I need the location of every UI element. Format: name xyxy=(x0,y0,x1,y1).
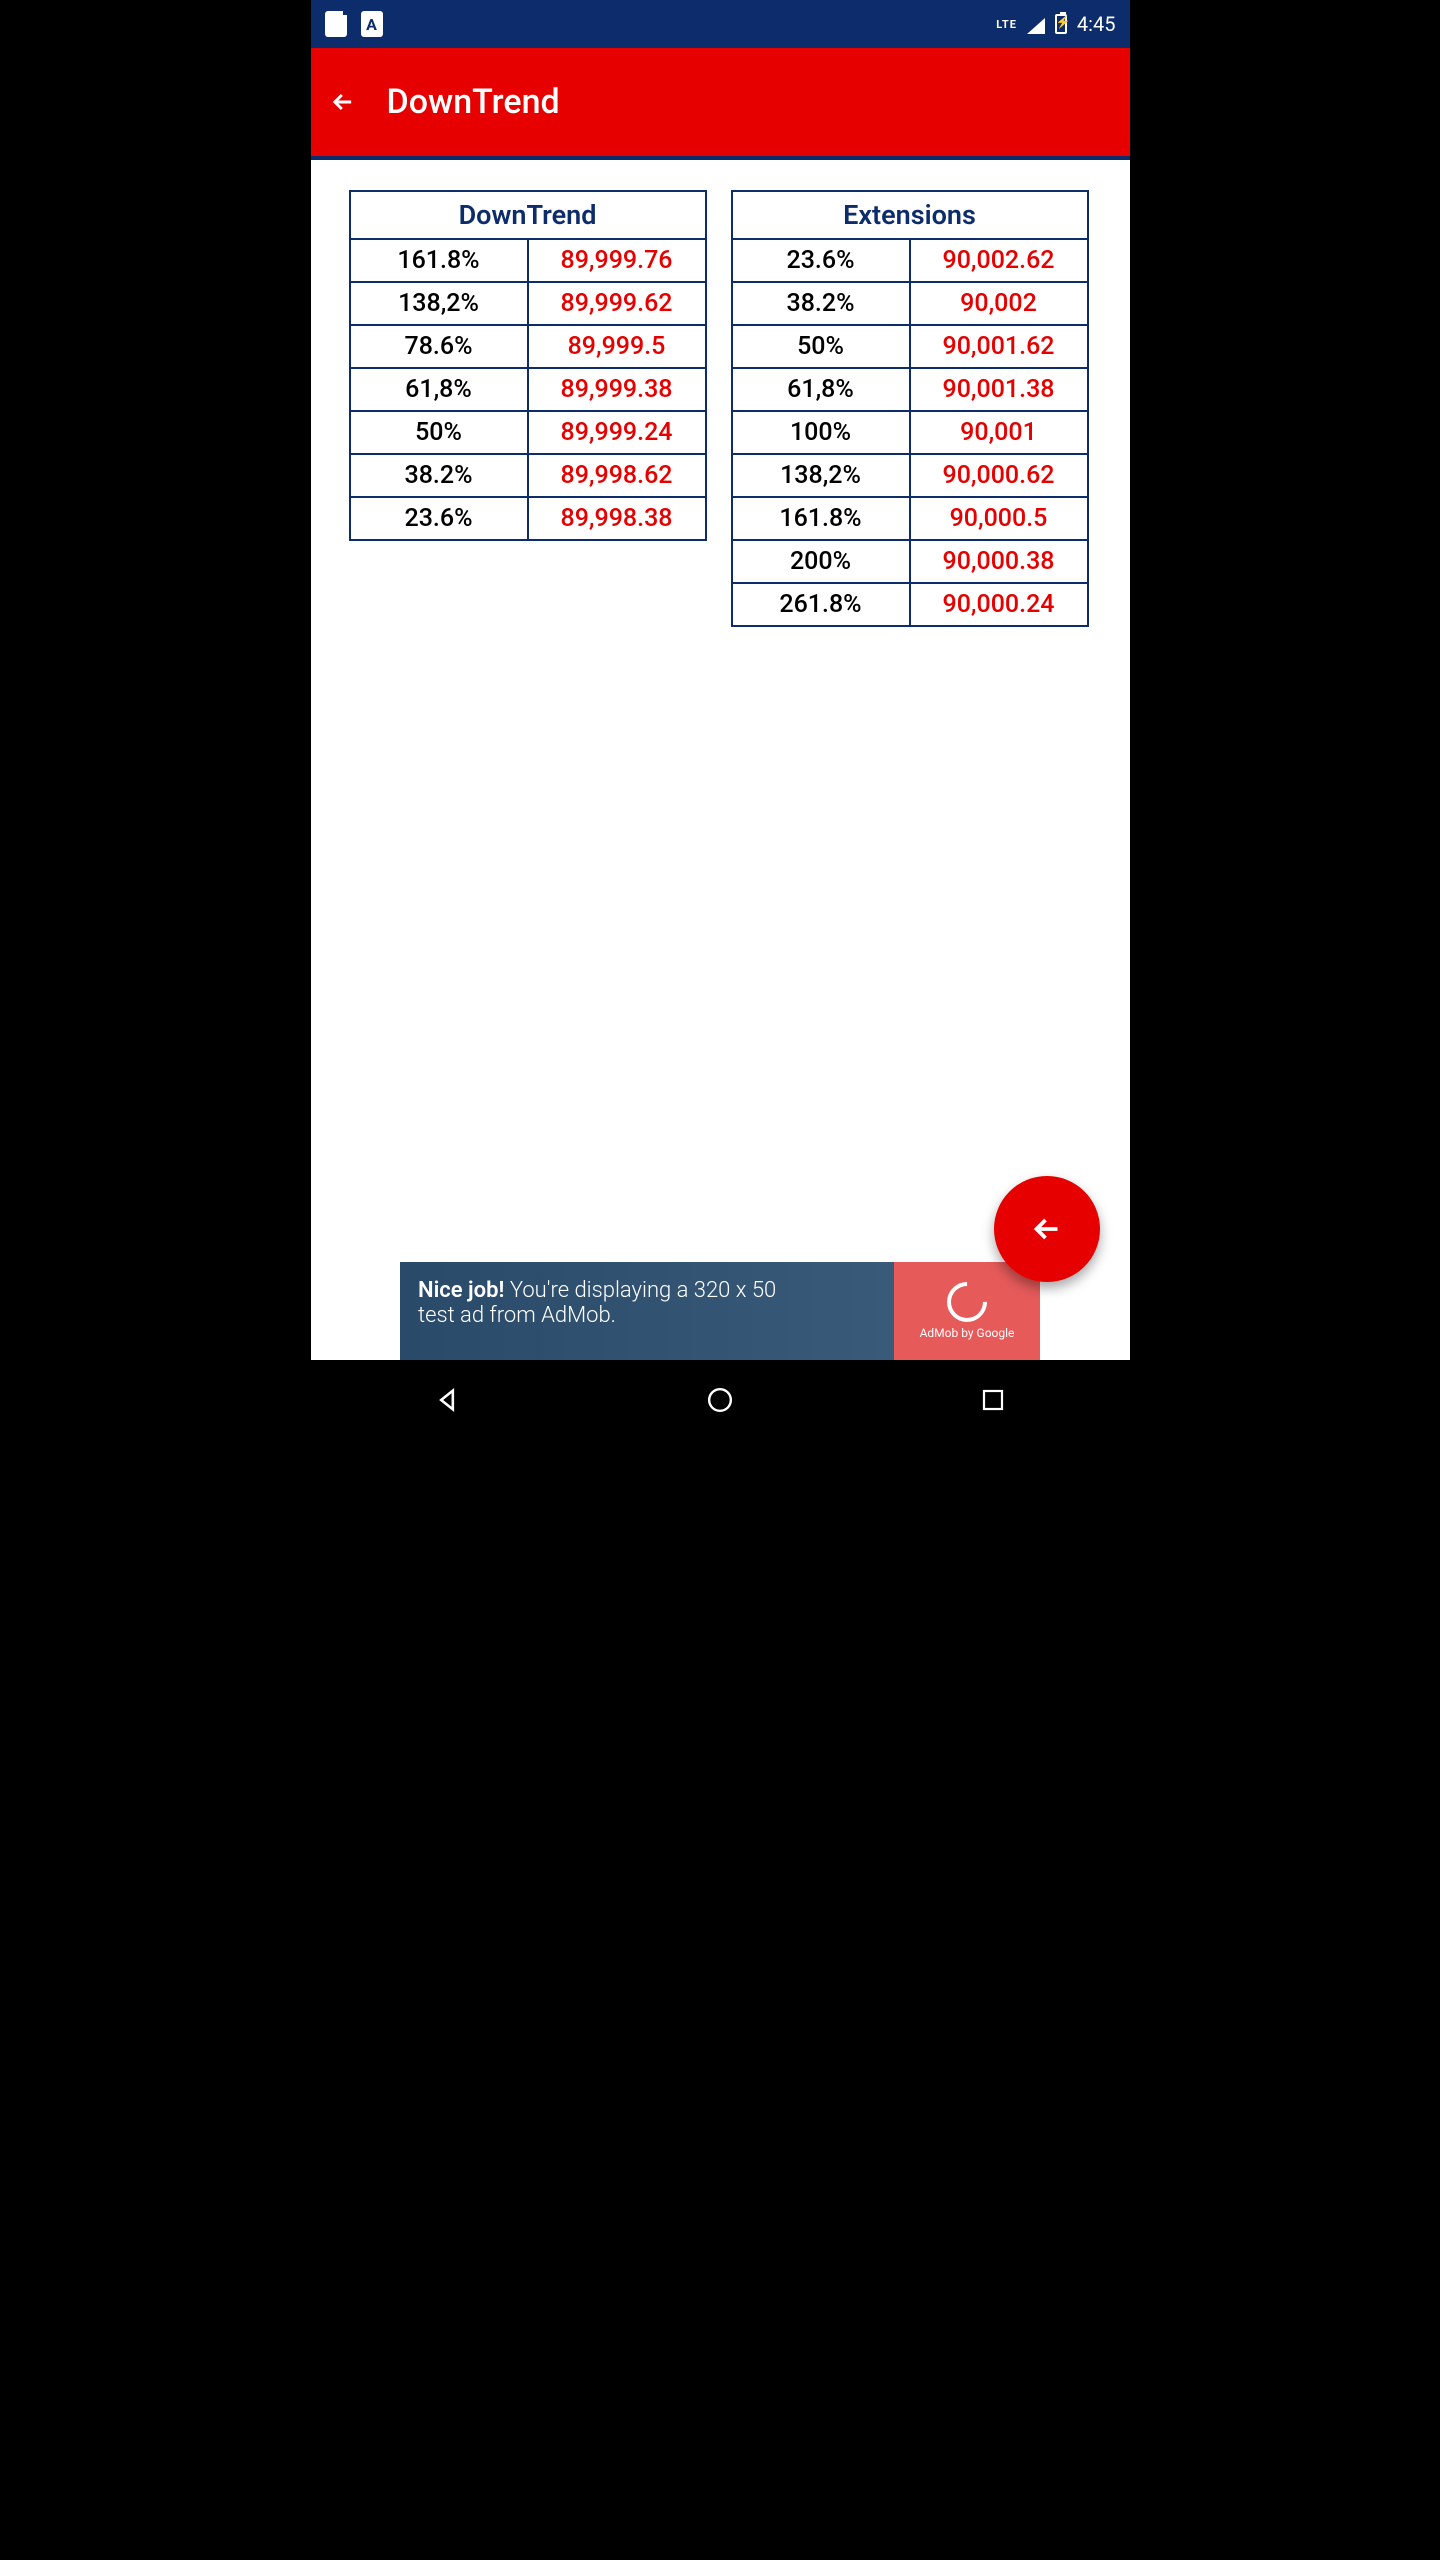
pct-cell: 261.8% xyxy=(732,583,910,626)
clock: 4:45 xyxy=(1077,12,1116,36)
extensions-header: Extensions xyxy=(732,191,1088,239)
table-row: 261.8%90,000.24 xyxy=(732,583,1088,626)
table-row: 78.6%89,999.5 xyxy=(350,325,706,368)
square-recent-icon xyxy=(981,1388,1005,1412)
pct-cell: 100% xyxy=(732,411,910,454)
table-row: 200%90,000.38 xyxy=(732,540,1088,583)
system-nav-bar xyxy=(311,1360,1130,1440)
system-back-button[interactable] xyxy=(432,1385,462,1415)
sd-card-icon xyxy=(325,11,347,37)
val-cell: 90,002.62 xyxy=(910,239,1088,282)
table-row: 38.2%90,002 xyxy=(732,282,1088,325)
val-cell: 90,000.62 xyxy=(910,454,1088,497)
table-row: 138,2%89,999.62 xyxy=(350,282,706,325)
pct-cell: 200% xyxy=(732,540,910,583)
table-row: 23.6%90,002.62 xyxy=(732,239,1088,282)
table-row: 100%90,001 xyxy=(732,411,1088,454)
pct-cell: 50% xyxy=(732,325,910,368)
pct-cell: 78.6% xyxy=(350,325,528,368)
val-cell: 90,000.24 xyxy=(910,583,1088,626)
pct-cell: 161.8% xyxy=(350,239,528,282)
content-frame: DownTrend 161.8%89,999.76 138,2%89,999.6… xyxy=(311,156,1130,1360)
status-left: A xyxy=(325,11,383,37)
val-cell: 90,000.38 xyxy=(910,540,1088,583)
system-home-button[interactable] xyxy=(705,1385,735,1415)
pct-cell: 138,2% xyxy=(350,282,528,325)
val-cell: 89,999.38 xyxy=(528,368,706,411)
val-cell: 89,999.62 xyxy=(528,282,706,325)
downtrend-header: DownTrend xyxy=(350,191,706,239)
battery-charging-icon xyxy=(1055,14,1067,34)
downtrend-table: DownTrend 161.8%89,999.76 138,2%89,999.6… xyxy=(349,190,707,541)
pct-cell: 50% xyxy=(350,411,528,454)
back-button[interactable] xyxy=(329,88,357,116)
ad-text: Nice job! You're displaying a 320 x 50 t… xyxy=(400,1262,894,1360)
table-row: 50%89,999.24 xyxy=(350,411,706,454)
page-title: DownTrend xyxy=(387,82,560,122)
arrow-left-icon xyxy=(1029,1211,1065,1247)
extensions-table: Extensions 23.6%90,002.62 38.2%90,002 50… xyxy=(731,190,1089,627)
val-cell: 90,001.62 xyxy=(910,325,1088,368)
app-bar: DownTrend xyxy=(311,48,1130,156)
val-cell: 89,999.24 xyxy=(528,411,706,454)
val-cell: 90,000.5 xyxy=(910,497,1088,540)
table-row: 38.2%89,998.62 xyxy=(350,454,706,497)
table-row: 61,8%90,001.38 xyxy=(732,368,1088,411)
ad-brand: AdMob by Google xyxy=(894,1262,1040,1360)
table-row: 138,2%90,000.62 xyxy=(732,454,1088,497)
pct-cell: 161.8% xyxy=(732,497,910,540)
table-row: 23.6%89,998.38 xyxy=(350,497,706,540)
ad-line2: test ad from AdMob. xyxy=(418,1303,876,1328)
pct-cell: 23.6% xyxy=(350,497,528,540)
status-right: LTE 4:45 xyxy=(996,12,1115,36)
val-cell: 89,998.62 xyxy=(528,454,706,497)
val-cell: 89,999.76 xyxy=(528,239,706,282)
status-bar: A LTE 4:45 xyxy=(311,0,1130,48)
val-cell: 90,001.38 xyxy=(910,368,1088,411)
system-recent-button[interactable] xyxy=(978,1385,1008,1415)
table-row: 161.8%90,000.5 xyxy=(732,497,1088,540)
admob-logo-icon xyxy=(939,1274,996,1331)
circle-home-icon xyxy=(707,1387,733,1413)
network-type: LTE xyxy=(996,18,1017,31)
val-cell: 90,002 xyxy=(910,282,1088,325)
pct-cell: 138,2% xyxy=(732,454,910,497)
val-cell: 89,998.38 xyxy=(528,497,706,540)
ad-brand-text: AdMob by Google xyxy=(920,1326,1015,1340)
pct-cell: 23.6% xyxy=(732,239,910,282)
content-area: DownTrend 161.8%89,999.76 138,2%89,999.6… xyxy=(311,160,1130,1360)
pct-cell: 38.2% xyxy=(732,282,910,325)
fab-back-button[interactable] xyxy=(994,1176,1100,1282)
ad-line1-bold: Nice job! xyxy=(418,1278,510,1303)
ad-banner[interactable]: Nice job! You're displaying a 320 x 50 t… xyxy=(400,1262,1040,1360)
table-row: 161.8%89,999.76 xyxy=(350,239,706,282)
val-cell: 89,999.5 xyxy=(528,325,706,368)
pct-cell: 61,8% xyxy=(350,368,528,411)
signal-icon xyxy=(1027,18,1045,34)
app-notification-icon: A xyxy=(361,11,383,37)
triangle-back-icon xyxy=(433,1386,461,1414)
pct-cell: 61,8% xyxy=(732,368,910,411)
pct-cell: 38.2% xyxy=(350,454,528,497)
table-row: 50%90,001.62 xyxy=(732,325,1088,368)
ad-line1: You're displaying a 320 x 50 xyxy=(510,1278,776,1303)
arrow-left-icon xyxy=(329,88,357,116)
table-row: 61,8%89,999.38 xyxy=(350,368,706,411)
val-cell: 90,001 xyxy=(910,411,1088,454)
